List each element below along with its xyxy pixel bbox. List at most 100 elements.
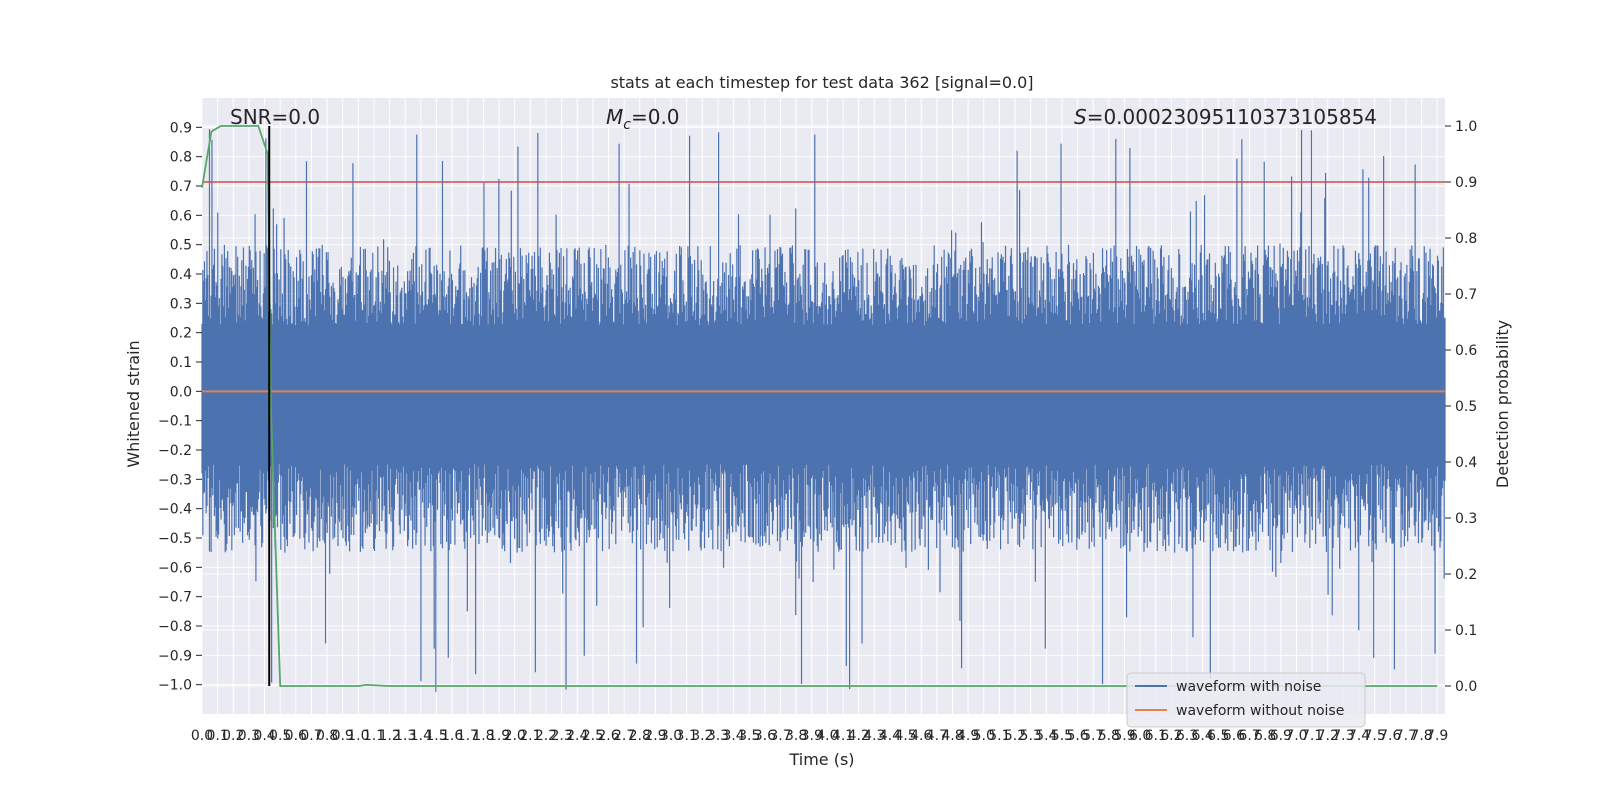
x-tick-label: 1.3 [394, 728, 416, 744]
x-tick-label: 7.4 [1348, 728, 1370, 744]
left-tick-label: −0.9 [158, 648, 192, 664]
left-tick-label: −0.3 [158, 472, 192, 488]
left-tick-label: −0.7 [158, 590, 192, 606]
x-tick-label: 5.5 [1051, 728, 1073, 744]
x-tick-label: 6.5 [1207, 728, 1229, 744]
left-tick-label: 0.3 [170, 296, 192, 312]
right-tick-label: 0.7 [1455, 287, 1477, 303]
chirp-mass-annotation: Mc=0.0 [606, 105, 680, 133]
x-tick-label: 4.7 [926, 728, 948, 744]
x-tick-label: 2.7 [613, 728, 635, 744]
right-tick-label: 0.8 [1455, 231, 1477, 247]
x-tick-label: 6.2 [1160, 728, 1182, 744]
x-tick-label: 7.1 [1301, 728, 1323, 744]
x-tick-label: 4.9 [957, 728, 979, 744]
left-tick-label: −0.5 [158, 531, 192, 547]
x-tick-label: 5.8 [1098, 728, 1120, 744]
x-axis-ticks: 0.00.10.20.30.40.50.60.70.80.91.01.11.21… [191, 728, 1448, 744]
x-tick-label: 0.7 [300, 728, 322, 744]
x-tick-label: 1.9 [488, 728, 510, 744]
x-tick-label: 0.4 [253, 728, 275, 744]
plot-area [201, 98, 1446, 714]
left-tick-label: −0.8 [158, 619, 192, 635]
x-tick-label: 7.8 [1410, 728, 1432, 744]
x-tick-label: 1.0 [347, 728, 369, 744]
left-tick-label: 0.9 [170, 120, 192, 136]
left-tick-label: 0.5 [170, 238, 192, 254]
x-tick-label: 6.6 [1223, 728, 1245, 744]
x-tick-label: 5.1 [988, 728, 1010, 744]
x-tick-label: 5.7 [1082, 728, 1104, 744]
x-tick-label: 6.9 [1270, 728, 1292, 744]
x-tick-label: 0.2 [222, 728, 244, 744]
x-tick-label: 4.5 [894, 728, 916, 744]
right-tick-label: 1.0 [1455, 119, 1477, 135]
x-tick-label: 0.5 [269, 728, 291, 744]
legend: waveform with noise waveform without noi… [1126, 672, 1366, 728]
left-tick-label: 0.8 [170, 150, 192, 166]
x-tick-label: 7.2 [1317, 728, 1339, 744]
left-tick-label: 0.6 [170, 208, 192, 224]
right-tick-label: 0.0 [1455, 679, 1477, 695]
right-axis-ticks: 1.0 0.9 0.8 0.7 0.6 0.5 0.4 0.3 0.2 0.1 0.0 [1445, 119, 1477, 695]
x-tick-label: 3.8 [785, 728, 807, 744]
right-tick-label: 0.9 [1455, 175, 1477, 191]
left-axis-ticks: 0.9 0.8 0.7 0.6 0.5 0.4 0.3 0.2 0.1 0.0 −0.1 −0.2 −0… [158, 120, 202, 694]
left-tick-label: −0.6 [158, 560, 192, 576]
chart-title: stats at each timestep for test data 362… [610, 73, 1033, 92]
right-tick-label: 0.5 [1455, 399, 1477, 415]
legend-frame [1126, 672, 1366, 728]
x-tick-label: 2.4 [566, 728, 588, 744]
right-tick-label: 0.2 [1455, 567, 1477, 583]
x-tick-label: 0.0 [191, 728, 213, 744]
x-tick-label: 1.4 [410, 728, 432, 744]
left-tick-label: 0.1 [170, 355, 192, 371]
x-tick-label: 0.6 [285, 728, 307, 744]
x-tick-label: 0.1 [207, 728, 229, 744]
x-tick-label: 4.0 [816, 728, 838, 744]
x-tick-label: 1.8 [472, 728, 494, 744]
left-tick-label: −1.0 [158, 678, 192, 694]
x-tick-label: 7.7 [1395, 728, 1417, 744]
x-tick-label: 5.2 [1004, 728, 1026, 744]
x-tick-label: 3.6 [754, 728, 776, 744]
right-tick-label: 0.6 [1455, 343, 1477, 359]
left-tick-label: 0.2 [170, 326, 192, 342]
x-tick-label: 6.8 [1254, 728, 1276, 744]
x-tick-label: 3.5 [738, 728, 760, 744]
x-tick-label: 3.4 [722, 728, 744, 744]
left-tick-label: 0.0 [170, 384, 192, 400]
x-tick-label: 2.2 [535, 728, 557, 744]
x-tick-label: 7.0 [1285, 728, 1307, 744]
x-tick-label: 5.4 [1035, 728, 1057, 744]
right-tick-label: 0.3 [1455, 511, 1477, 527]
x-tick-label: 3.7 [769, 728, 791, 744]
x-tick-label: 2.9 [644, 728, 666, 744]
x-tick-label: 6.1 [1145, 728, 1167, 744]
x-tick-label: 1.5 [425, 728, 447, 744]
legend-label-noisy: waveform with noise [1176, 679, 1321, 695]
x-tick-label: 5.6 [1066, 728, 1088, 744]
x-tick-label: 0.3 [238, 728, 260, 744]
s-statistic-annotation: S=0.00023095110373105854 [1074, 105, 1377, 129]
x-tick-label: 5.0 [973, 728, 995, 744]
x-tick-label: 3.1 [676, 728, 698, 744]
x-tick-label: 3.9 [801, 728, 823, 744]
left-tick-label: 0.7 [170, 179, 192, 195]
x-tick-label: 6.7 [1238, 728, 1260, 744]
x-tick-label: 3.3 [707, 728, 729, 744]
x-tick-label: 2.5 [582, 728, 604, 744]
x-tick-label: 1.7 [457, 728, 479, 744]
left-tick-label: −0.1 [158, 414, 192, 430]
x-tick-label: 1.2 [378, 728, 400, 744]
x-tick-label: 3.0 [660, 728, 682, 744]
right-axis-label: Detection probability [1493, 320, 1512, 488]
x-tick-label: 4.6 [910, 728, 932, 744]
x-tick-label: 6.4 [1192, 728, 1214, 744]
right-tick-label: 0.4 [1455, 455, 1477, 471]
series-detection-probability [201, 125, 1438, 687]
x-tick-label: 2.0 [504, 728, 526, 744]
right-tick-label: 0.1 [1455, 623, 1477, 639]
x-tick-label: 4.4 [879, 728, 901, 744]
